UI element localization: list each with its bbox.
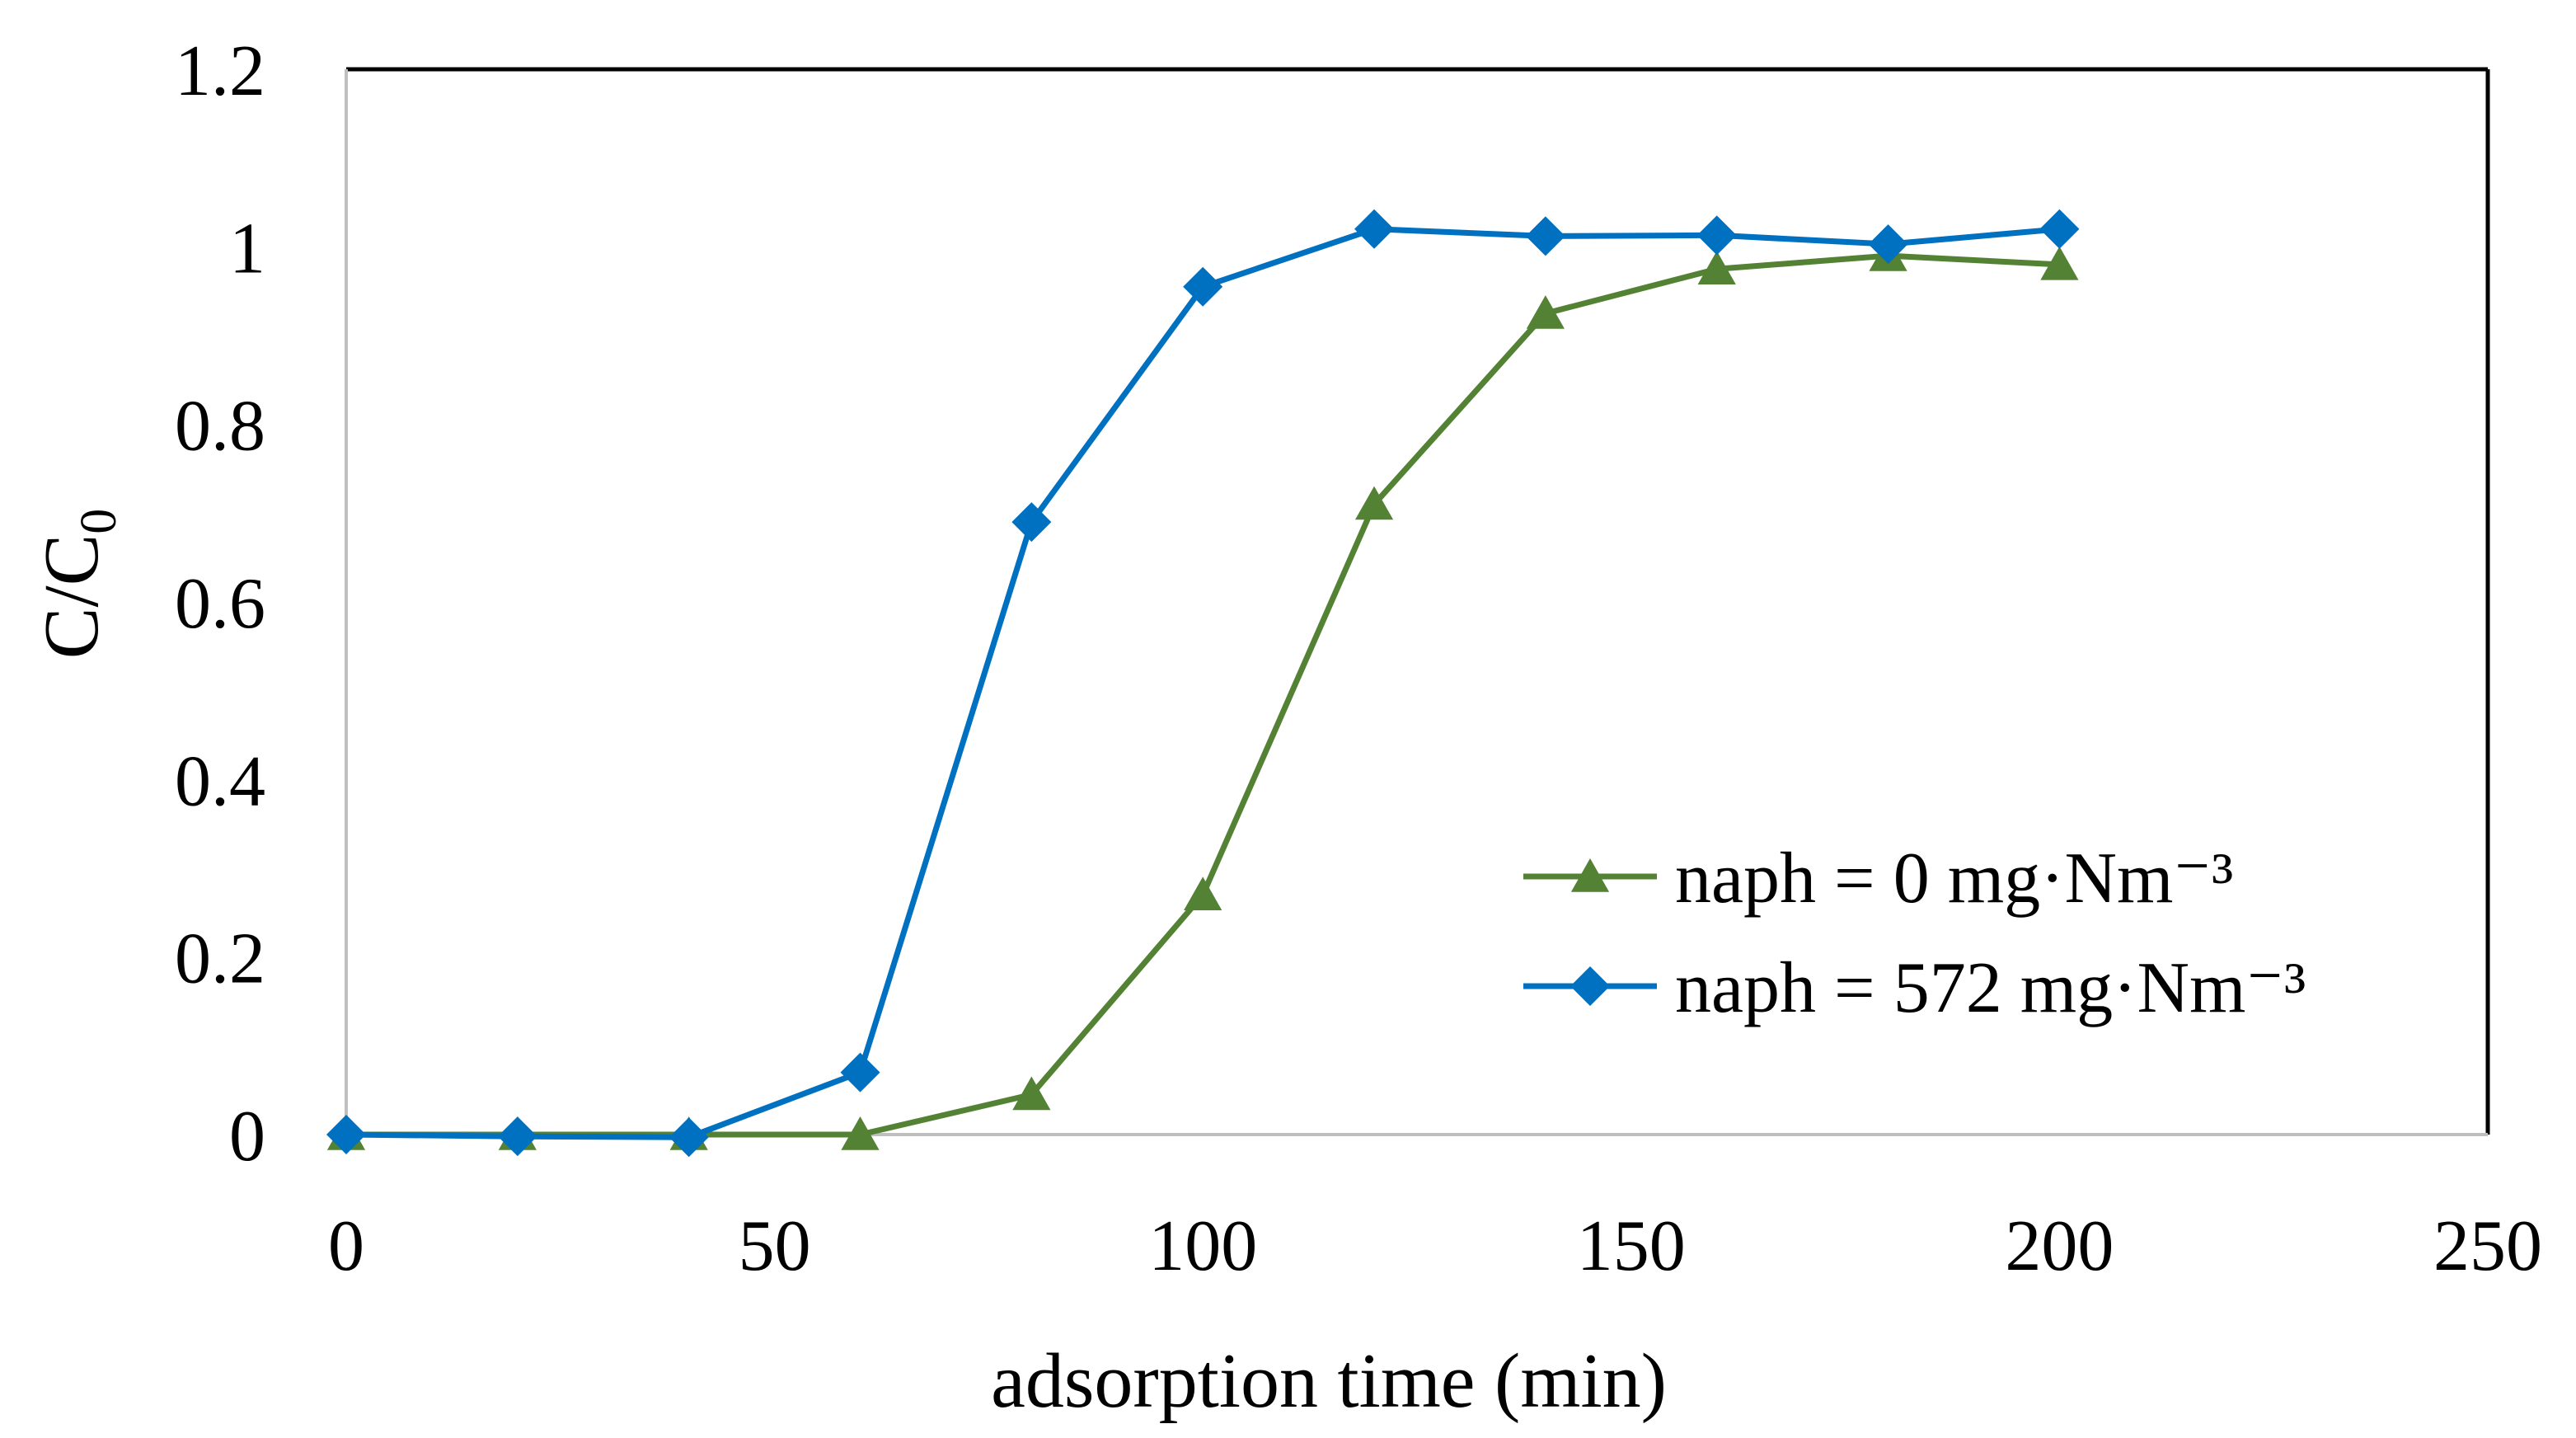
data-point	[2039, 209, 2080, 249]
data-point	[841, 1116, 880, 1150]
data-point	[1354, 486, 1394, 520]
data-point	[1183, 266, 1223, 307]
data-point	[326, 1115, 366, 1154]
y-tick-label: 0.4	[175, 741, 265, 821]
data-point	[1696, 215, 1737, 256]
y-axis-title: C/C0	[29, 509, 127, 660]
data-point	[669, 1117, 709, 1158]
y-tick-label: 0.6	[175, 564, 265, 644]
legend-label-0: naph = 0 mg·Nm⁻³	[1675, 839, 2233, 919]
legend-entry-1: naph = 572 mg·Nm⁻³	[1523, 948, 2306, 1028]
legend-swatch-marker-1	[1570, 966, 1610, 1006]
legend-label-1: naph = 572 mg·Nm⁻³	[1675, 948, 2306, 1028]
x-tick-label: 200	[2005, 1206, 2114, 1286]
legend: naph = 0 mg·Nm⁻³ naph = 572 mg·Nm⁻³	[1523, 839, 2306, 1028]
data-point	[840, 1052, 880, 1093]
legend-swatch-marker-0	[1570, 858, 1610, 892]
data-point	[1354, 209, 1395, 249]
series-layer	[326, 209, 2080, 1158]
y-tick-label: 0.8	[175, 387, 265, 467]
y-tick-label: 1.2	[175, 31, 265, 111]
y-tick-label: 0.2	[175, 919, 265, 999]
x-tick-label: 0	[328, 1206, 364, 1286]
x-tick-label: 250	[2433, 1206, 2542, 1286]
data-point	[1184, 876, 1222, 910]
data-point	[1011, 502, 1052, 543]
y-axis-tick-labels: 0 0.2 0.4 0.6 0.8 1 1.2	[175, 31, 265, 1177]
x-tick-label: 150	[1577, 1206, 1686, 1286]
data-point	[1525, 216, 1565, 256]
data-point	[497, 1116, 537, 1157]
data-point	[1526, 295, 1565, 329]
data-point	[1012, 1076, 1051, 1111]
y-axis-title-subscript: 0	[71, 509, 127, 534]
data-point	[1697, 251, 1736, 284]
x-axis-title: adsorption time (min)	[991, 1338, 1667, 1424]
y-axis-title-main: C/C	[29, 534, 115, 660]
y-tick-label: 0	[229, 1097, 265, 1177]
x-tick-label: 100	[1148, 1206, 1257, 1286]
y-tick-label: 1	[229, 209, 265, 289]
x-axis-tick-labels: 0 50 100 150 200 250	[328, 1206, 2542, 1286]
x-tick-label: 50	[739, 1206, 811, 1286]
legend-entry-0: naph = 0 mg·Nm⁻³	[1523, 839, 2233, 919]
data-point	[1868, 224, 1908, 265]
data-point	[2040, 246, 2079, 280]
series-1	[326, 209, 2080, 1158]
